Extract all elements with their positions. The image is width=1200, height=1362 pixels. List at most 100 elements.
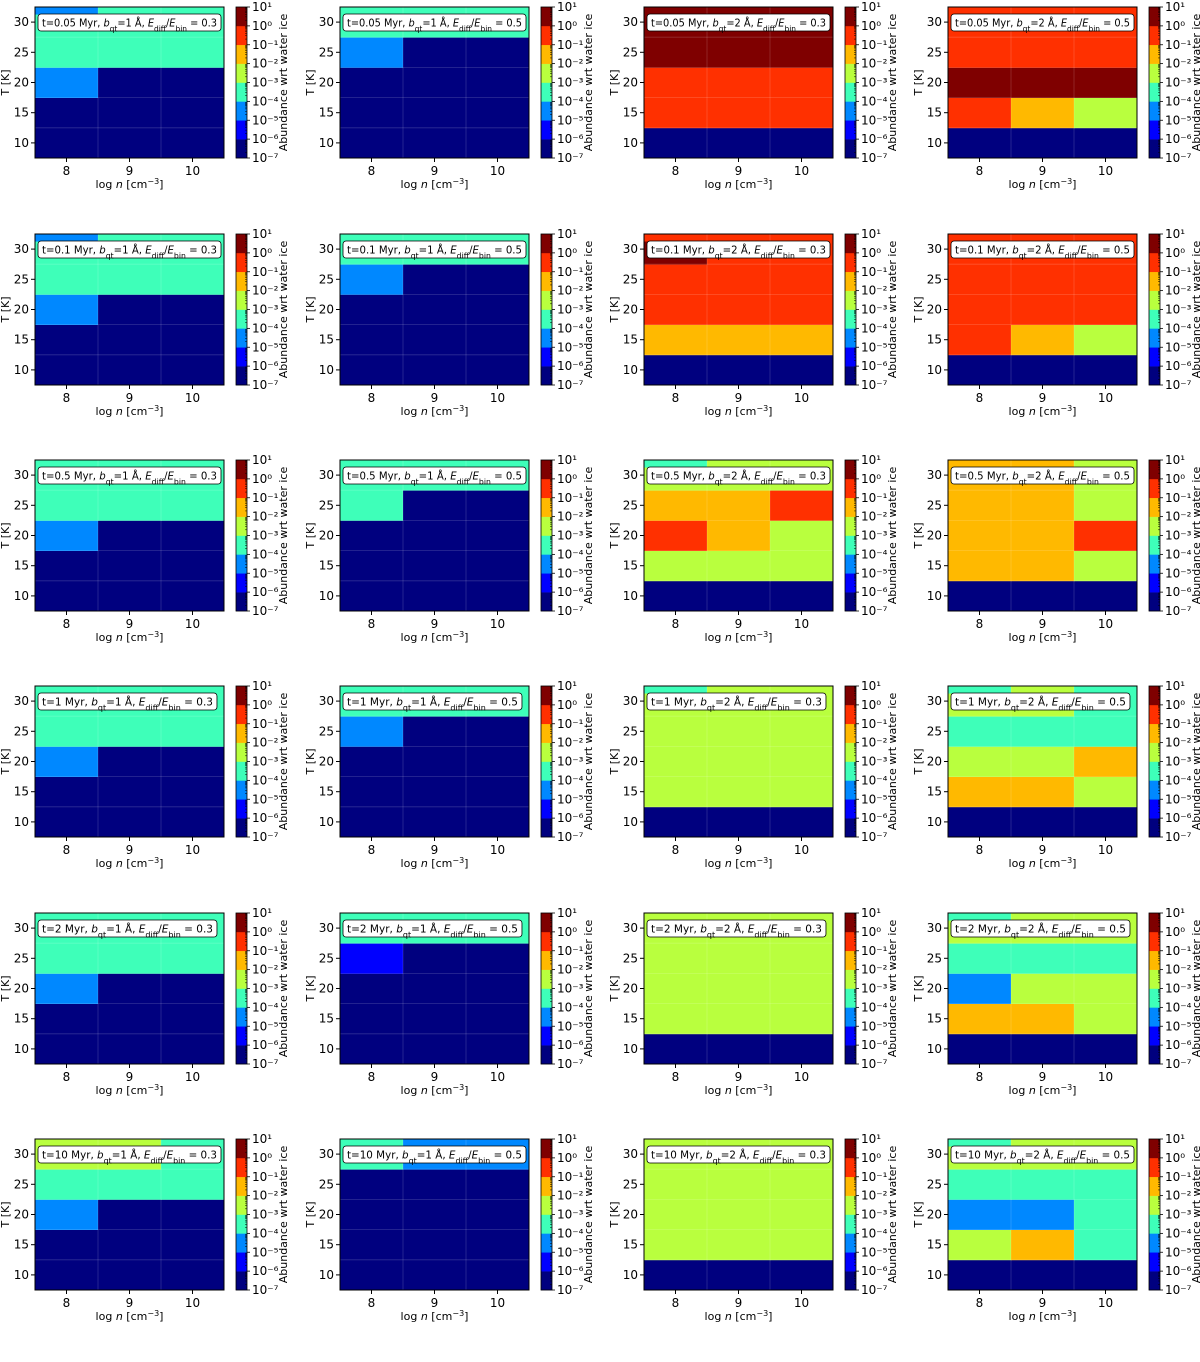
colorbar-tick-label: 10⁻⁷ [252, 151, 279, 165]
colorbar-tick-label: 10⁰ [252, 698, 272, 712]
x-axis-label: log n [cm−3] [96, 1083, 164, 1098]
x-axis-label: log n [cm−3] [1009, 1309, 1077, 1324]
colorbar-tick-label: 10⁻⁵ [1165, 1019, 1192, 1033]
heatmap-cell [35, 550, 99, 582]
heatmap-cell [707, 37, 771, 68]
x-tick-label: 9 [735, 391, 743, 405]
heatmap-svg: 8 9 10 10 15 20 25 30 log n [cm−3] T [K] t=10 Myr,… [912, 1132, 1200, 1324]
y-tick-label: 15 [927, 106, 942, 120]
colorbar-tick-label: 10⁻⁷ [1165, 1283, 1192, 1297]
colorbar-tick-label: 10⁻⁵ [1165, 792, 1192, 806]
heatmap-cell [1074, 716, 1138, 747]
title-box-bg [950, 13, 1135, 32]
colorbar-segment [541, 234, 552, 254]
y-axis-label: T [K] [912, 522, 925, 549]
colorbar-tick-label: 10⁻² [557, 1189, 584, 1203]
colorbar-segment [845, 290, 856, 310]
heatmap-cells [948, 1139, 1138, 1291]
heatmap-cell [466, 490, 530, 521]
colorbar-segment [1149, 535, 1160, 555]
y-axis-label: T [K] [0, 296, 12, 323]
colorbar-tick-label: 10⁻¹ [252, 717, 279, 731]
heatmap-cell [1011, 580, 1075, 612]
colorbar-tick-label: 10⁻² [252, 736, 279, 750]
heatmap-cell [161, 943, 225, 974]
colorbar-tick-label: 10⁻⁵ [861, 1245, 888, 1259]
y-tick-label: 10 [14, 589, 29, 603]
heatmap-cell [644, 776, 708, 808]
y-tick-label: 10 [623, 589, 638, 603]
colorbar-tick-label: 10⁰ [861, 472, 881, 486]
heatmap-cell [644, 1003, 708, 1035]
heatmap-cell [161, 264, 225, 295]
colorbar-segment [845, 7, 856, 27]
colorbar-tick-label: 10⁻³ [861, 303, 888, 317]
colorbar-tick-label: 10⁻⁶ [252, 132, 279, 146]
colorbar-segment [541, 686, 552, 706]
y-tick-label: 15 [927, 785, 942, 799]
x-axis-label: log n [cm−3] [705, 856, 773, 871]
colorbar-tick-label: 10⁻² [557, 57, 584, 71]
colorbar-tick-label: 10⁻⁶ [252, 359, 279, 373]
colorbar-tick-label: 10⁻¹ [861, 265, 888, 279]
colorbar-segment [236, 497, 247, 517]
colorbar-segment [1149, 761, 1160, 781]
heatmap-cell [770, 97, 834, 129]
y-tick-label: 10 [623, 363, 638, 377]
heatmap-svg: 8 9 10 10 15 20 25 30 log n [cm−3] T [K] t=1 Myr, … [912, 679, 1200, 870]
x-tick-label: 8 [976, 1296, 984, 1310]
heatmap-cell [466, 973, 530, 1004]
x-tick-label: 9 [431, 164, 439, 178]
heatmap-cell [948, 490, 1012, 521]
y-tick-label: 25 [319, 724, 334, 738]
colorbar-tick-label: 10⁰ [1165, 698, 1185, 712]
heatmap-cell-top-band [644, 460, 707, 468]
y-tick-label: 15 [623, 559, 638, 573]
x-tick-label: 9 [431, 617, 439, 631]
colorbar-segment [845, 761, 856, 781]
heatmap-svg: 8 9 10 10 15 20 25 30 log n [cm−3] T [K] t=2 Myr, … [0, 906, 290, 1098]
colorbar-tick-label: 10⁻³ [557, 982, 584, 996]
heatmap-cell [466, 776, 530, 808]
y-axis-label: T [K] [0, 748, 12, 775]
panel-title: t=2 Myr, bqt=2 Å, Ediff/Ebin = 0.3 [651, 923, 822, 940]
heatmap-cell [948, 943, 1012, 974]
colorbar-segment [845, 44, 856, 64]
heatmap-cell [340, 354, 404, 386]
colorbar: 10¹ 10⁰ 10⁻¹ 10⁻² 10⁻³ 10⁻⁴ 10⁻⁵ 10⁻⁶ 10⁻⁷Abunda… [235, 679, 290, 844]
x-axis-label: log n [cm−3] [1009, 404, 1077, 419]
colorbar-segment [236, 969, 247, 989]
panel-title: t=2 Myr, bqt=1 Å, Ediff/Ebin = 0.3 [42, 923, 213, 940]
heatmap-cell [35, 67, 99, 98]
title-box-bg [950, 919, 1131, 938]
y-tick-label: 15 [623, 1012, 638, 1026]
heatmap-cell [770, 490, 834, 521]
colorbar-segment [845, 1271, 856, 1291]
x-axis-label: log n [cm−3] [705, 1309, 773, 1324]
heatmap-cell [1011, 716, 1075, 747]
heatmap-cell [98, 294, 162, 325]
y-tick-label: 20 [623, 303, 638, 317]
colorbar-segment [845, 969, 856, 989]
colorbar-segment [845, 25, 856, 46]
colorbar-tick-label: 10⁰ [557, 1151, 577, 1165]
colorbar-segment [236, 44, 247, 64]
y-axis-label: T [K] [304, 975, 317, 1002]
heatmap-panel-2: 8 9 10 10 15 20 25 30 log n [cm−3] T [K] t=0.05 My… [304, 0, 605, 230]
heatmap-svg: 8 9 10 10 15 20 25 30 log n [cm−3] T [K] t=2 Myr, … [912, 906, 1200, 1097]
colorbar-segment [845, 1007, 856, 1027]
x-axis-label: log n [cm−3] [401, 404, 469, 419]
y-tick-label: 30 [319, 468, 334, 482]
colorbar-segment [541, 1214, 552, 1234]
colorbar-segment [1149, 704, 1160, 725]
heatmap-cell-top-band [948, 686, 1011, 694]
heatmap-cell [1011, 490, 1075, 521]
heatmap-cell [1011, 1033, 1075, 1065]
panel-title: t=0.1 Myr, bqt=2 Å, Ediff/Ebin = 0.5 [955, 244, 1130, 261]
colorbar-segment [845, 478, 856, 499]
colorbar-segment [541, 592, 552, 612]
colorbar-tick-label: 10⁻¹ [252, 1170, 279, 1184]
colorbar-segment [1149, 328, 1160, 348]
heatmap-cell [466, 1003, 530, 1035]
x-axis-label: log n [cm−3] [705, 1083, 773, 1098]
